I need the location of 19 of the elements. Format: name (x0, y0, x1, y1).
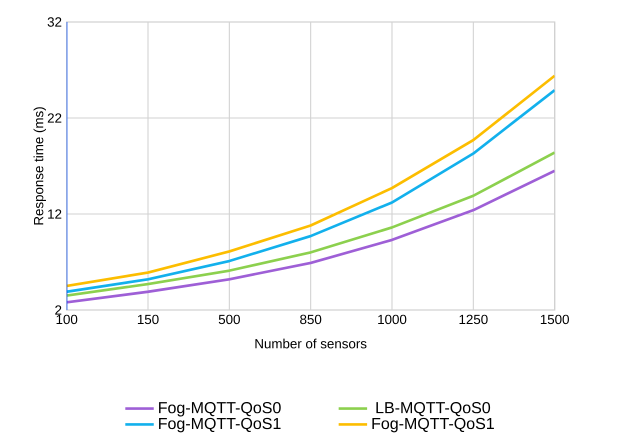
x-tick-label: 1250 (460, 314, 488, 324)
x-tick-label: 100 (56, 314, 78, 324)
y-tick-label: 2 (55, 305, 62, 315)
x-tick-label: 500 (218, 314, 240, 324)
y-tick-label: 12 (48, 209, 62, 219)
x-tick-label: 1000 (378, 314, 406, 324)
line-series (66, 151, 555, 297)
y-axis-title: Response time (ms) (34, 107, 46, 225)
legend-label: Fog-MQTT-QoS1 (159, 418, 281, 432)
y-tick-label: 32 (48, 17, 62, 27)
x-tick-label: 150 (138, 314, 159, 324)
x-tick-label: 850 (300, 314, 322, 324)
line-series (66, 169, 555, 304)
x-axis-title: Number of sensors (255, 338, 366, 348)
legend-label: Fog-MQTT-QoS1 (372, 418, 494, 432)
y-tick-label: 22 (48, 113, 62, 123)
x-tick-label: 1500 (540, 314, 569, 324)
legend-label: LB-MQTT-QoS0 (376, 402, 490, 416)
legend-label: Fog-MQTT-QoS0 (159, 402, 281, 416)
